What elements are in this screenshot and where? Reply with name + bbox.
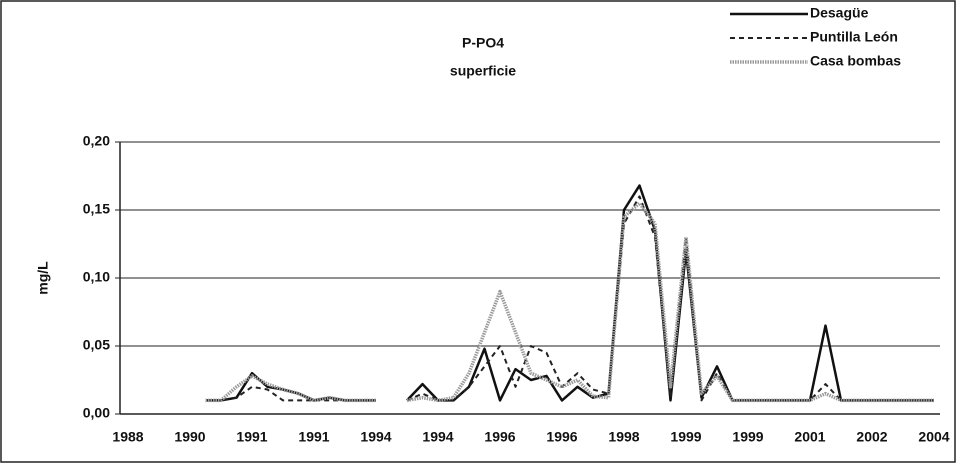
x-tick-label: 1988 [112,429,143,445]
x-tick-label: 2004 [918,429,949,445]
y-tick-label: 0,05 [83,337,110,353]
x-tick-label: 1999 [670,429,701,445]
chart-title: P-PO4 [462,35,504,51]
x-tick-label: 1999 [732,429,763,445]
y-tick-label: 0,20 [83,133,110,149]
legend-label: Desagüe [810,5,869,21]
y-tick-label: 0,00 [83,405,110,421]
x-tick-label: 1994 [422,429,453,445]
y-tick-label: 0,10 [83,269,110,285]
legend-label: Casa bombas [810,53,901,69]
x-tick-label: 1991 [298,429,329,445]
series-line [205,201,934,403]
x-tick-label: 2002 [856,429,887,445]
x-tick-label: 1994 [360,429,391,445]
x-tick-label: 1998 [608,429,639,445]
chart-subtitle: superficie [450,63,516,79]
legend-label: Puntilla León [810,29,898,45]
x-tick-label: 1991 [236,429,267,445]
x-tick-label: 1990 [174,429,205,445]
y-tick-label: 0,15 [83,201,110,217]
y-axis-label: mg/L [35,261,51,295]
x-tick-label: 1996 [484,429,515,445]
x-tick-label: 1996 [546,429,577,445]
x-tick-label: 2001 [794,429,825,445]
